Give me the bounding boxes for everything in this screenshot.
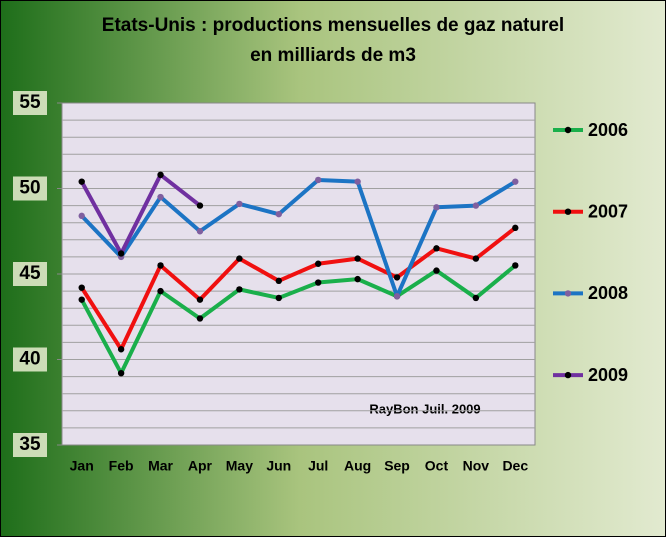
point <box>393 293 401 300</box>
x-tick-label: Jul <box>308 458 328 474</box>
x-tick-label: Feb <box>109 458 134 474</box>
point <box>472 255 480 262</box>
x-tick-label: Mar <box>148 458 173 474</box>
x-tick-label: Dec <box>502 458 528 474</box>
x-tick-label: Sep <box>384 458 410 474</box>
point <box>472 202 480 209</box>
point <box>236 200 243 208</box>
y-tick-box <box>13 433 47 457</box>
point <box>196 228 204 235</box>
legend-label: 2008 <box>588 283 628 303</box>
point <box>117 250 125 257</box>
x-tick-label: Jan <box>70 458 94 474</box>
series-line <box>79 172 202 256</box>
x-tick-label: Apr <box>188 458 213 474</box>
point <box>472 294 480 302</box>
point <box>275 277 282 285</box>
x-tick-label: Nov <box>463 458 490 474</box>
y-tick-label: 55 <box>19 92 41 113</box>
point <box>236 255 243 262</box>
x-tick-label: Oct <box>425 458 449 474</box>
x-tick-label: May <box>226 458 253 474</box>
point <box>196 296 204 303</box>
y-tick-box <box>13 91 47 115</box>
x-tick-label: Jun <box>266 458 291 474</box>
y-tick-box <box>13 347 47 372</box>
point <box>157 262 164 269</box>
point <box>275 210 282 218</box>
legend-marker <box>564 290 572 297</box>
series-line <box>80 226 517 352</box>
point <box>433 267 440 274</box>
legend-marker <box>564 371 572 379</box>
point <box>354 255 361 262</box>
legend-marker <box>564 126 572 134</box>
y-tick-label: 50 <box>19 178 40 199</box>
point <box>315 279 322 286</box>
series-line <box>79 263 517 376</box>
point <box>354 178 361 185</box>
point <box>196 202 204 209</box>
annotation: RayBon Juil. 2009 <box>369 401 480 416</box>
legend-label: 2009 <box>588 365 628 385</box>
point <box>157 287 164 295</box>
point <box>315 260 322 267</box>
point <box>236 286 243 293</box>
point <box>78 296 85 303</box>
point <box>393 274 401 281</box>
point <box>512 178 519 185</box>
series-line <box>80 177 517 299</box>
x-tick-label: Aug <box>344 458 371 474</box>
legend-label: 2007 <box>588 201 628 221</box>
point <box>196 315 204 322</box>
point <box>157 171 164 179</box>
legend-marker <box>564 208 572 215</box>
point <box>78 212 85 220</box>
legend-label: 2006 <box>588 120 628 140</box>
point <box>157 193 164 201</box>
point <box>512 262 519 269</box>
point <box>315 176 322 184</box>
chart-title: Etats-Unis : productions mensuelles de g… <box>102 15 564 36</box>
y-tick-box <box>13 176 47 201</box>
point <box>117 369 125 377</box>
point <box>354 275 361 283</box>
point <box>433 204 440 211</box>
point <box>117 346 125 353</box>
y-tick-label: 35 <box>19 434 41 455</box>
point <box>78 284 85 291</box>
y-tick-label: 40 <box>19 349 40 370</box>
point <box>512 224 519 232</box>
y-tick-box <box>13 262 47 286</box>
point <box>275 294 282 302</box>
point <box>78 178 85 185</box>
y-tick-label: 45 <box>19 263 41 284</box>
chart-subtitle: en milliards de m3 <box>250 45 416 66</box>
point <box>433 245 440 252</box>
